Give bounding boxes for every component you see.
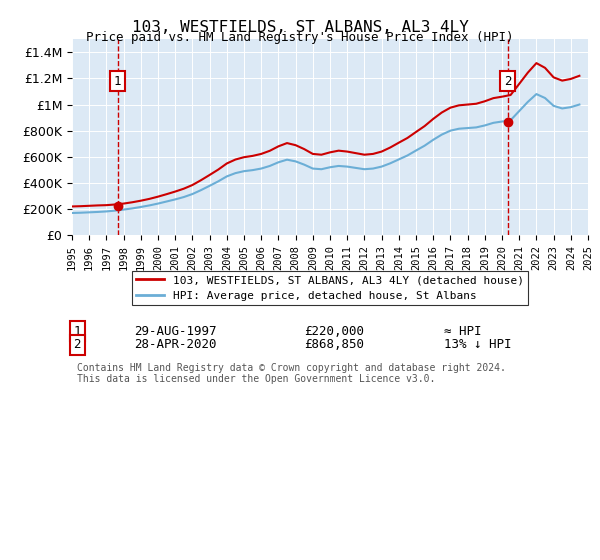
- Text: 2: 2: [504, 74, 511, 87]
- Text: 103, WESTFIELDS, ST ALBANS, AL3 4LY: 103, WESTFIELDS, ST ALBANS, AL3 4LY: [131, 20, 469, 35]
- Text: 2: 2: [73, 338, 81, 352]
- Text: 28-APR-2020: 28-APR-2020: [134, 338, 217, 352]
- Text: 29-AUG-1997: 29-AUG-1997: [134, 325, 217, 338]
- Text: 13% ↓ HPI: 13% ↓ HPI: [443, 338, 511, 352]
- Text: £868,850: £868,850: [304, 338, 364, 352]
- Text: 1: 1: [114, 74, 122, 87]
- Text: 1: 1: [73, 325, 81, 338]
- Text: £220,000: £220,000: [304, 325, 364, 338]
- Text: ≈ HPI: ≈ HPI: [443, 325, 481, 338]
- Text: Contains HM Land Registry data © Crown copyright and database right 2024.: Contains HM Land Registry data © Crown c…: [77, 363, 506, 372]
- Legend: 103, WESTFIELDS, ST ALBANS, AL3 4LY (detached house), HPI: Average price, detach: 103, WESTFIELDS, ST ALBANS, AL3 4LY (det…: [132, 270, 528, 305]
- Text: This data is licensed under the Open Government Licence v3.0.: This data is licensed under the Open Gov…: [77, 375, 436, 384]
- Text: Price paid vs. HM Land Registry's House Price Index (HPI): Price paid vs. HM Land Registry's House …: [86, 31, 514, 44]
